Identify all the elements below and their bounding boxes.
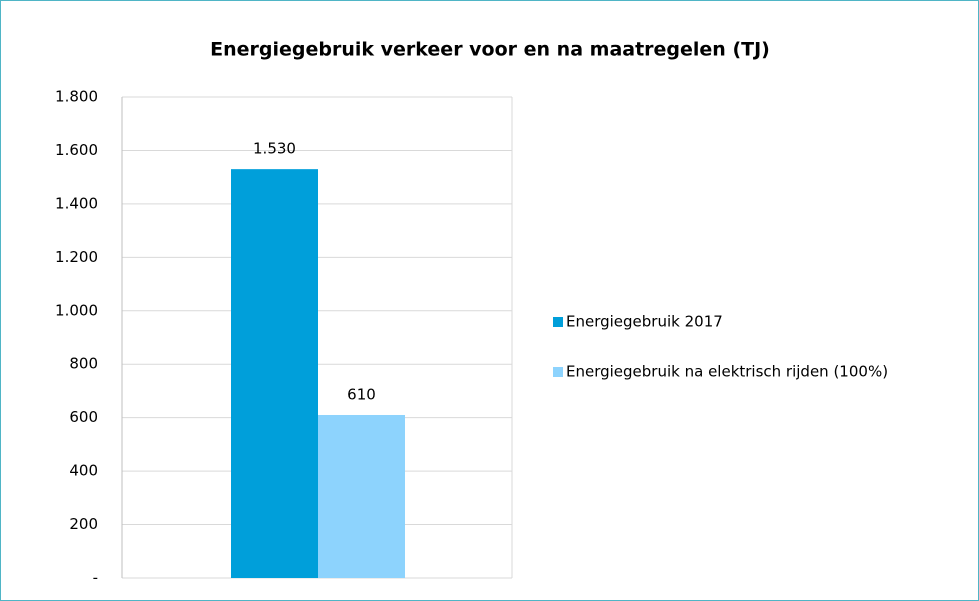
data-label: 1.530 <box>253 140 296 158</box>
y-tick-label: 400 <box>69 462 98 480</box>
legend-label: Energiegebruik 2017 <box>566 313 723 331</box>
data-label: 610 <box>347 385 376 403</box>
y-tick-label: 1.600 <box>55 141 98 159</box>
y-tick-label: - <box>93 569 98 587</box>
y-tick-label: 1.400 <box>55 194 98 212</box>
bar <box>231 169 318 578</box>
y-tick-label: 800 <box>69 355 98 373</box>
legend-swatch <box>553 317 563 327</box>
y-tick-label: 600 <box>69 408 98 426</box>
y-tick-label: 1.200 <box>55 248 98 266</box>
y-tick-label: 200 <box>69 515 98 533</box>
bar <box>318 414 405 578</box>
legend-swatch <box>553 367 563 377</box>
y-tick-label: 1.800 <box>55 88 98 106</box>
legend-label: Energiegebruik na elektrisch rijden (100… <box>566 363 888 381</box>
chart-title: Energiegebruik verkeer voor en na maatre… <box>210 39 770 61</box>
y-tick-label: 1.000 <box>55 301 98 319</box>
